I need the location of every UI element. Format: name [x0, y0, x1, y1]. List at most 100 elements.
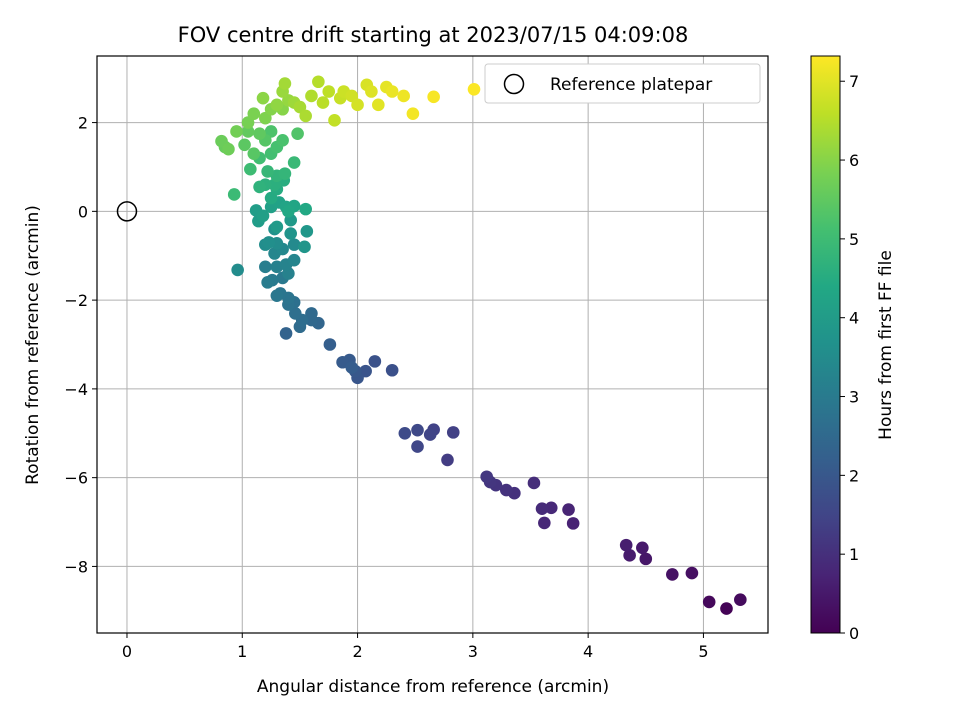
data-point	[734, 593, 747, 607]
data-point	[351, 98, 364, 112]
data-point	[247, 107, 261, 120]
data-point	[300, 225, 314, 238]
data-point	[623, 549, 636, 562]
data-point	[566, 517, 580, 530]
y-tick-label: 2	[78, 114, 88, 133]
y-tick-label: −8	[64, 557, 88, 576]
x-tick-label: 5	[698, 642, 708, 661]
data-point	[639, 552, 653, 566]
data-point	[385, 363, 399, 377]
data-point	[278, 77, 292, 90]
data-point	[328, 114, 341, 127]
x-tick-label: 0	[122, 642, 132, 661]
colorbar-tick-label: 4	[849, 309, 859, 328]
legend-entry: Reference platepar	[550, 75, 712, 95]
colorbar-label: Hours from first FF file	[876, 250, 896, 440]
data-point	[287, 253, 301, 267]
colorbar-tick-label: 7	[849, 72, 859, 91]
x-tick-label: 1	[237, 642, 247, 661]
data-point	[562, 503, 575, 516]
colorbar-tick-label: 6	[849, 151, 859, 170]
colorbar-tick-label: 1	[849, 545, 859, 564]
data-point	[544, 501, 558, 515]
y-axis-label: Rotation from reference (arcmin)	[23, 205, 43, 485]
x-tick-label: 3	[468, 642, 478, 661]
legend: Reference platepar	[484, 63, 761, 104]
data-points	[215, 75, 747, 615]
data-point	[702, 595, 716, 609]
data-point	[244, 162, 257, 176]
data-point	[322, 85, 336, 98]
data-point	[305, 89, 318, 103]
data-point	[636, 541, 649, 555]
data-point	[289, 307, 302, 320]
data-point	[270, 98, 284, 112]
data-point	[247, 147, 261, 160]
data-point	[253, 180, 266, 194]
chart-title: FOV centre drift starting at 2023/07/15 …	[178, 23, 689, 47]
legend-marker-icon	[503, 73, 525, 95]
data-point	[241, 125, 255, 138]
colorbar-tick-label: 2	[849, 466, 859, 485]
data-point	[231, 263, 244, 277]
data-point	[441, 453, 454, 467]
data-point	[666, 568, 679, 581]
data-point	[527, 476, 541, 490]
data-point	[720, 602, 733, 615]
colorbar-gradient	[810, 55, 841, 634]
y-tick-label: −2	[64, 291, 88, 310]
data-point	[256, 91, 270, 105]
data-point	[299, 202, 312, 216]
data-point	[262, 236, 276, 249]
data-point	[345, 361, 359, 374]
data-point	[499, 483, 513, 497]
data-point	[336, 355, 349, 369]
data-point	[284, 227, 297, 240]
data-point	[406, 107, 420, 120]
data-point	[411, 423, 424, 437]
data-point	[538, 516, 551, 530]
data-point	[423, 428, 437, 441]
colorbar-tick-label: 0	[849, 624, 859, 643]
legend-box	[484, 63, 761, 104]
reference-platepar-marker	[116, 201, 138, 222]
x-tick-label: 2	[352, 642, 362, 661]
data-point	[305, 307, 318, 320]
data-point	[365, 85, 378, 98]
data-point	[279, 327, 293, 340]
data-point	[480, 470, 493, 484]
data-point	[287, 238, 301, 251]
data-point	[372, 98, 385, 112]
data-point	[619, 538, 633, 552]
data-point	[316, 96, 330, 109]
data-point	[385, 85, 399, 98]
data-point	[299, 109, 312, 123]
grid-lines	[97, 56, 768, 633]
reference-point	[116, 201, 138, 222]
y-tick-label: 0	[78, 202, 88, 221]
x-tick-label: 4	[583, 642, 593, 661]
data-point	[261, 276, 274, 289]
data-point	[291, 127, 304, 140]
colorbar-tick-label: 5	[849, 230, 859, 249]
y-tick-label: −4	[64, 380, 88, 399]
data-point	[278, 167, 292, 180]
data-point	[270, 289, 284, 302]
data-point	[398, 426, 412, 440]
data-point	[397, 89, 410, 103]
data-point	[287, 156, 301, 169]
data-point	[253, 127, 266, 140]
data-point	[270, 220, 284, 234]
data-point	[230, 125, 243, 138]
x-axis-label: Angular distance from reference (arcmin)	[257, 677, 609, 697]
y-axis-ticks: −8 −6 −4 −2 0 2	[64, 114, 97, 576]
x-axis-ticks: 0 1 2 3 4 5	[122, 633, 709, 661]
data-point	[312, 75, 325, 89]
data-point	[685, 566, 699, 580]
data-point	[446, 426, 460, 439]
colorbar: 0 1 2 3 4 5 6 7 Hours from first FF file	[810, 55, 896, 643]
data-point	[222, 142, 235, 156]
data-point	[427, 90, 440, 104]
colorbar-ticks: 0 1 2 3 4 5 6 7	[840, 72, 859, 643]
